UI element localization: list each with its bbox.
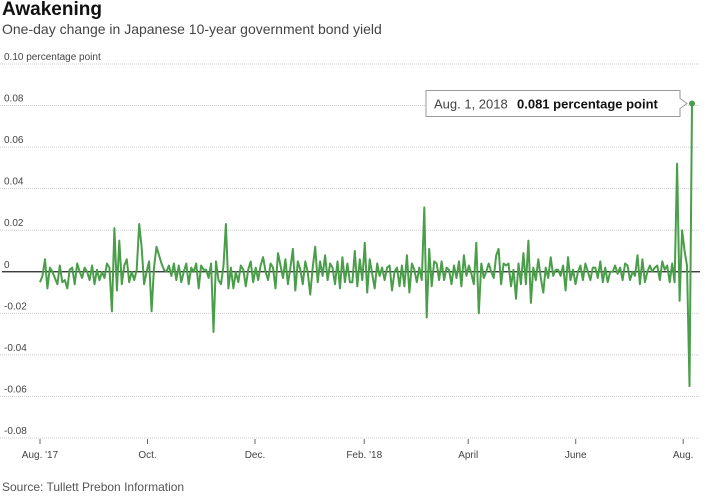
- source-note: Source: Tullett Prebon Information: [2, 480, 185, 494]
- x-tick-label: Feb. '18: [346, 450, 382, 461]
- series-line-group: [39, 100, 695, 388]
- y-tick-label: 0.04: [4, 177, 24, 188]
- x-tick-label: Aug. '17: [22, 450, 59, 461]
- y-tick-label: 0.10 percentage point: [4, 52, 101, 63]
- x-tick-label: Oct.: [138, 450, 156, 461]
- x-axis: Aug. '17 Oct. Dec. Feb. '18 April June Aug.: [22, 439, 694, 461]
- y-tick-label: 0: [4, 260, 10, 271]
- annotation-callout: Aug. 1, 2018 0.081 percentage point: [425, 89, 688, 117]
- callout-date: Aug. 1, 2018: [434, 96, 508, 111]
- y-tick-label: -0.08: [4, 426, 27, 437]
- callout-box: [425, 89, 688, 117]
- y-tick-label: 0.02: [4, 218, 24, 229]
- x-tick-label: June: [565, 450, 587, 461]
- y-tick-label: -0.06: [4, 384, 27, 395]
- callout-value: 0.081 percentage point: [517, 96, 659, 111]
- y-axis-ticks: 0.10 percentage point 0.08 0.06 0.04 0.02 0 -0…: [4, 52, 101, 437]
- gridlines: [0, 63, 700, 439]
- series-line: [39, 103, 693, 388]
- y-tick-label: 0.06: [4, 135, 24, 146]
- chart-subtitle: One-day change in Japanese 10-year gover…: [2, 21, 382, 37]
- highlight-point: [689, 100, 695, 107]
- x-tick-label: Dec.: [245, 450, 266, 461]
- y-tick-label: 0.08: [4, 94, 24, 105]
- x-tick-label: April: [458, 450, 478, 461]
- y-tick-label: -0.02: [4, 301, 27, 312]
- y-tick-label: -0.04: [4, 343, 27, 354]
- chart-title: Awakening: [2, 0, 102, 20]
- x-tick-label: Aug.: [673, 450, 694, 461]
